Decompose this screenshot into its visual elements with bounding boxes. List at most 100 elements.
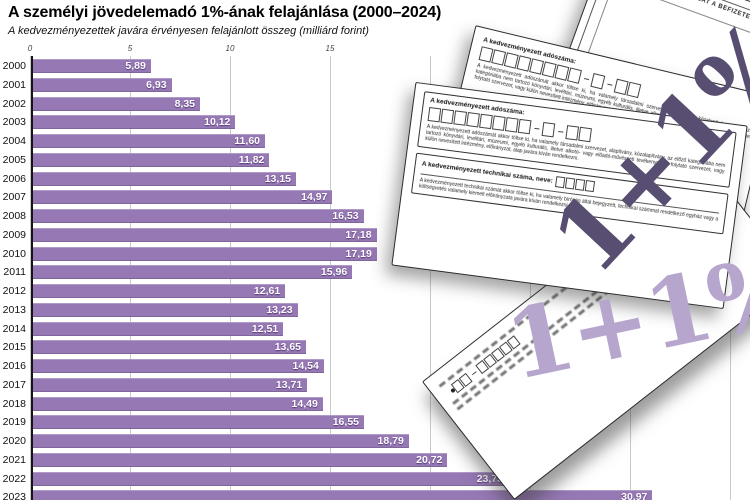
bar: 5,89 (33, 59, 151, 73)
bar: 17,18 (33, 227, 377, 242)
bar: 8,35 (33, 96, 200, 111)
bar-row: 2003 10,12 (0, 115, 750, 130)
x-tick-label: 0 (27, 44, 33, 53)
bar-row: 2006 13,15 (0, 171, 750, 186)
year-label: 2012 (2, 285, 26, 297)
year-label: 2019 (2, 416, 26, 429)
value-label: 20,72 (416, 453, 443, 466)
year-label: 2013 (2, 303, 26, 316)
value-label: 14,54 (292, 360, 319, 372)
bar-row: 2011 15,96 (0, 265, 750, 280)
bar-row: 2021 20,72 (0, 452, 750, 467)
bar-row: 2005 11,82 (0, 152, 750, 167)
bar-row: 2012 12,61 (0, 284, 750, 298)
value-label: 14,49 (291, 397, 318, 410)
value-label: 11,60 (234, 135, 260, 147)
value-label: 11,82 (238, 153, 265, 166)
year-label: 2020 (2, 435, 26, 447)
gridline (30, 56, 31, 500)
value-label: 10,12 (204, 116, 231, 129)
value-label: 13,15 (264, 172, 291, 185)
value-label: 13,23 (266, 303, 293, 316)
bar: 12,61 (33, 284, 286, 298)
bar: 11,60 (33, 134, 265, 148)
bar-row: 2016 14,54 (0, 359, 750, 373)
year-label: 2004 (2, 135, 26, 147)
year-label: 2010 (2, 247, 26, 260)
year-label: 2023 (2, 491, 26, 500)
year-label: 2002 (2, 97, 26, 110)
year-label: 2000 (2, 60, 26, 72)
value-label: 16,53 (332, 210, 359, 222)
bar: 14,49 (33, 396, 323, 411)
bar: 17,19 (33, 246, 377, 261)
year-label: 2003 (2, 116, 26, 129)
value-label: 17,19 (345, 247, 372, 260)
value-label: 18,79 (377, 435, 404, 447)
bar-row: 2000 5,89 (0, 59, 750, 73)
bar: 16,53 (33, 209, 364, 223)
bar-row: 2004 11,60 (0, 134, 750, 148)
value-label: 17,18 (345, 228, 372, 241)
value-label: 30,97 (621, 491, 648, 500)
bar: 18,79 (33, 434, 409, 448)
bar: 11,82 (33, 152, 270, 167)
value-label: 8,35 (174, 97, 195, 110)
value-label: 15,96 (320, 266, 348, 279)
x-tick-label: 10 (225, 44, 235, 53)
bar-row: 2001 6,93 (0, 77, 750, 92)
year-label: 2022 (2, 472, 26, 485)
bar-row: 2015 13,65 (0, 340, 750, 355)
year-label: 2008 (2, 210, 26, 222)
value-label: 14,97 (301, 191, 328, 204)
bar: 14,97 (33, 190, 333, 205)
value-label: 12,51 (251, 322, 279, 335)
chart-header: A személyi jövedelemadó 1%-ának felajánl… (8, 4, 441, 37)
value-label: 13,65 (274, 341, 301, 354)
bar: 12,51 (33, 321, 284, 336)
bar: 20,72 (33, 452, 448, 467)
bar-row: 2007 14,97 (0, 190, 750, 205)
bar-row: 2009 17,18 (0, 227, 750, 242)
value-label: 12,61 (253, 285, 281, 297)
year-label: 2009 (2, 228, 26, 241)
bar-row: 2020 18,79 (0, 434, 750, 448)
chart-subtitle: A kedvezményezettek javára érvényesen fe… (8, 25, 369, 37)
bar: 13,65 (33, 340, 306, 355)
bar-row: 2022 23,75 (0, 471, 750, 486)
bar-row: 2018 14,49 (0, 396, 750, 411)
bar-row: 2010 17,19 (0, 246, 750, 261)
year-label: 2007 (2, 191, 26, 204)
bar-row: 2013 13,23 (0, 302, 750, 317)
bar-row: 2002 8,35 (0, 96, 750, 111)
bar: 15,96 (33, 265, 353, 280)
bar-row: 2023 30,97 (0, 490, 750, 500)
y-axis-line (30, 56, 33, 500)
bar-row: 2008 16,53 (0, 209, 750, 223)
year-label: 2006 (2, 172, 26, 185)
year-label: 2005 (2, 153, 26, 166)
x-tick-label: 15 (325, 44, 335, 53)
year-label: 2015 (2, 341, 26, 354)
bar: 30,97 (33, 490, 653, 500)
year-label: 2018 (2, 397, 26, 410)
bar-row: 2017 13,71 (0, 377, 750, 392)
bar: 23,75 (33, 471, 508, 486)
year-label: 2001 (2, 78, 26, 91)
bar: 10,12 (33, 115, 236, 130)
year-label: 2017 (2, 378, 26, 391)
year-label: 2021 (2, 453, 26, 466)
value-label: 16,55 (332, 416, 359, 429)
year-label: 2011 (3, 266, 26, 279)
year-label: 2016 (2, 360, 26, 372)
bar-row: 2014 12,51 (0, 321, 750, 336)
value-label: 6,93 (146, 78, 167, 91)
bar: 13,15 (33, 171, 296, 186)
year-label: 2014 (2, 322, 26, 335)
bar: 13,71 (33, 377, 308, 392)
value-label: 23,75 (476, 472, 503, 485)
x-tick-label: 5 (127, 44, 133, 53)
chart-title: A személyi jövedelemadó 1%-ának felajánl… (8, 4, 442, 21)
bar: 14,54 (33, 359, 324, 373)
